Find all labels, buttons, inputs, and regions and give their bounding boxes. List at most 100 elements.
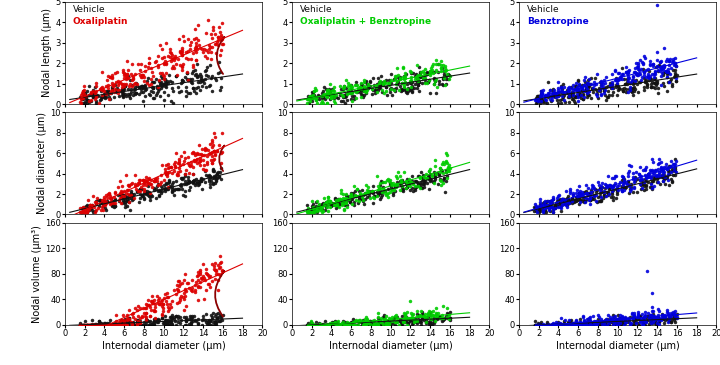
Point (404, 80, 415, 86)
Point (552, 93, 563, 99)
Point (562, 199, 574, 205)
Point (184, 179, 195, 185)
Point (211, 148, 222, 154)
Point (580, 89, 592, 95)
Point (413, 79, 425, 85)
Point (553, 89, 564, 95)
Point (194, 267, 206, 273)
Point (184, 76, 196, 82)
Point (126, 82, 138, 88)
Point (542, 90, 554, 96)
Point (207, 310, 219, 315)
Point (551, 97, 562, 103)
Point (629, 88, 640, 94)
Point (214, 29, 225, 35)
Point (539, 204, 550, 210)
Point (616, 314, 628, 320)
Point (570, 318, 582, 323)
Point (595, 318, 606, 323)
Text: Vehicle: Vehicle (73, 5, 105, 14)
Point (310, 322, 321, 328)
Point (312, 322, 323, 328)
Point (598, 320, 609, 326)
Point (148, 316, 160, 322)
Point (302, 96, 314, 102)
Point (91, 195, 103, 200)
Point (414, 317, 426, 323)
Point (606, 182, 617, 188)
Point (637, 317, 649, 323)
Point (142, 65, 153, 70)
Point (194, 79, 206, 85)
Point (135, 184, 146, 189)
Point (647, 63, 658, 69)
Point (622, 170, 634, 176)
Point (593, 319, 604, 325)
Point (318, 100, 329, 106)
Point (76, 209, 87, 215)
Point (365, 322, 377, 328)
Point (307, 322, 319, 328)
Point (570, 322, 581, 327)
Point (135, 89, 147, 95)
Point (178, 290, 189, 296)
Point (546, 206, 558, 212)
Point (541, 319, 553, 325)
Point (608, 312, 619, 318)
Point (314, 322, 325, 328)
Point (174, 162, 186, 168)
Point (339, 322, 351, 328)
Point (595, 320, 607, 326)
Point (577, 193, 588, 199)
Point (667, 58, 679, 64)
Point (346, 98, 357, 104)
Point (117, 312, 129, 318)
Point (642, 174, 653, 180)
Point (348, 183, 360, 189)
X-axis label: Internodal diameter (μm): Internodal diameter (μm) (102, 341, 225, 351)
Point (183, 77, 194, 83)
Point (182, 36, 194, 42)
Point (190, 157, 202, 163)
Point (395, 87, 407, 93)
Point (398, 85, 410, 91)
Point (611, 92, 623, 98)
Point (542, 92, 554, 98)
Point (390, 181, 401, 187)
Point (101, 322, 112, 328)
Point (405, 315, 416, 321)
Point (341, 322, 352, 328)
Point (207, 139, 218, 145)
Point (625, 88, 636, 94)
Point (562, 87, 573, 93)
Point (556, 200, 567, 205)
Point (566, 89, 577, 95)
Point (210, 172, 221, 178)
Point (338, 83, 350, 89)
Point (86, 322, 98, 328)
Point (405, 316, 417, 322)
Point (534, 322, 545, 328)
Point (613, 182, 625, 188)
Point (174, 320, 186, 326)
Point (306, 199, 318, 204)
Point (595, 92, 607, 98)
Point (435, 315, 446, 321)
Point (420, 74, 431, 80)
Point (340, 196, 351, 201)
Point (576, 84, 588, 89)
Point (379, 191, 390, 196)
Point (362, 84, 374, 90)
Point (323, 197, 334, 203)
Point (389, 185, 400, 191)
Point (328, 88, 340, 94)
Point (74, 99, 86, 104)
Point (552, 193, 564, 199)
Point (414, 174, 426, 180)
Point (352, 200, 364, 205)
Point (397, 318, 409, 323)
Point (400, 185, 412, 191)
Point (559, 99, 570, 105)
Point (125, 193, 136, 199)
Point (608, 314, 620, 320)
